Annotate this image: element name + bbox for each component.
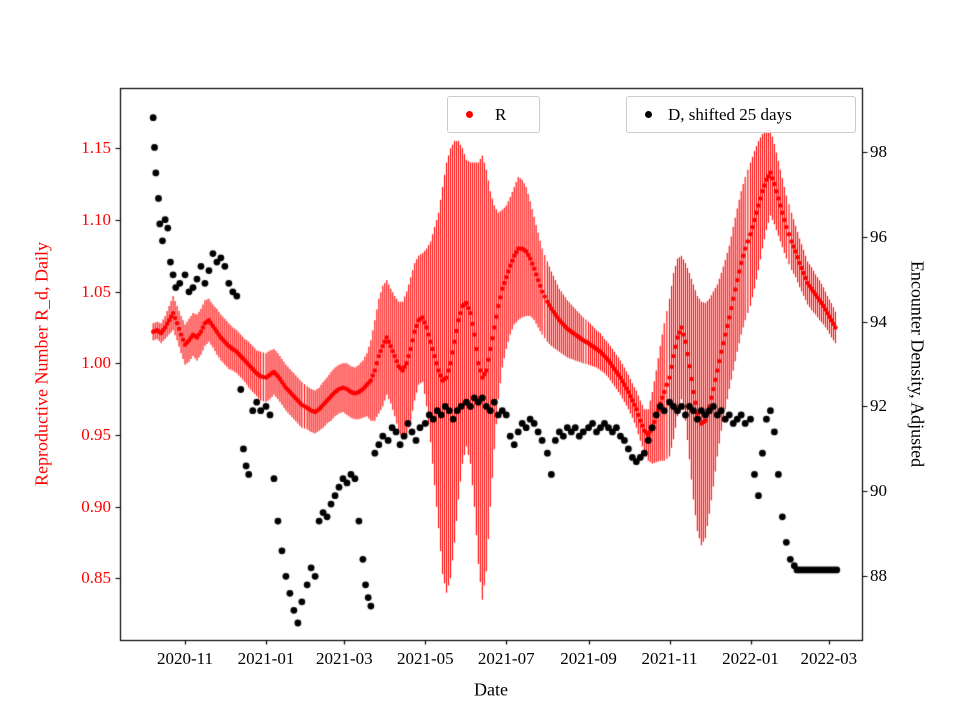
chart-canvas <box>0 0 960 720</box>
figure: Reproductive Number R_d, Daily Encounter… <box>0 0 960 720</box>
